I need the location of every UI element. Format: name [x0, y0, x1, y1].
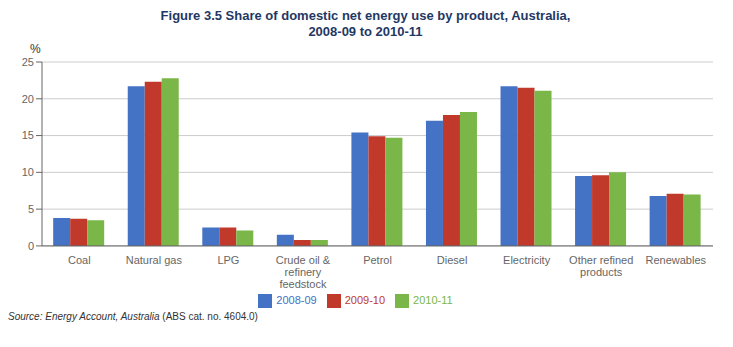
html-text:2008-09 to 2010-11: 2008-09 to 2010-11 [308, 24, 423, 39]
html-text:2010-11: 2010-11 [413, 293, 453, 306]
svg-text:20: 20 [22, 93, 34, 105]
svg-text:0: 0 [28, 240, 34, 252]
svg-text:5: 5 [28, 203, 34, 215]
svg-text:Renewables: Renewables [645, 254, 706, 266]
html-text:2008-09: 2008-09 [276, 293, 317, 306]
svg-text:25: 25 [22, 56, 34, 68]
svg-text:Crude oil &refineryfeedstock: Crude oil &refineryfeedstock [276, 254, 331, 290]
html-text:Figure 3.5 Share of domestic n: Figure 3.5 Share of domestic net energy … [160, 8, 571, 23]
svg-text:Natural gas: Natural gas [126, 254, 183, 266]
svg-text:15: 15 [22, 129, 34, 141]
svg-text:LPG: LPG [217, 254, 239, 266]
html-text:Source: Energy Account, Austra: Source: Energy Account, Australia (ABS c… [8, 311, 258, 322]
svg-text:Coal: Coal [68, 254, 91, 266]
html-text:2009-10: 2009-10 [344, 293, 386, 306]
svg-text:Diesel: Diesel [437, 254, 468, 266]
svg-text:Electricity: Electricity [503, 254, 551, 266]
svg-text:10: 10 [22, 166, 34, 178]
svg-text:Petrol: Petrol [363, 254, 392, 266]
svg-text:Other refinedproducts: Other refinedproducts [569, 254, 633, 278]
